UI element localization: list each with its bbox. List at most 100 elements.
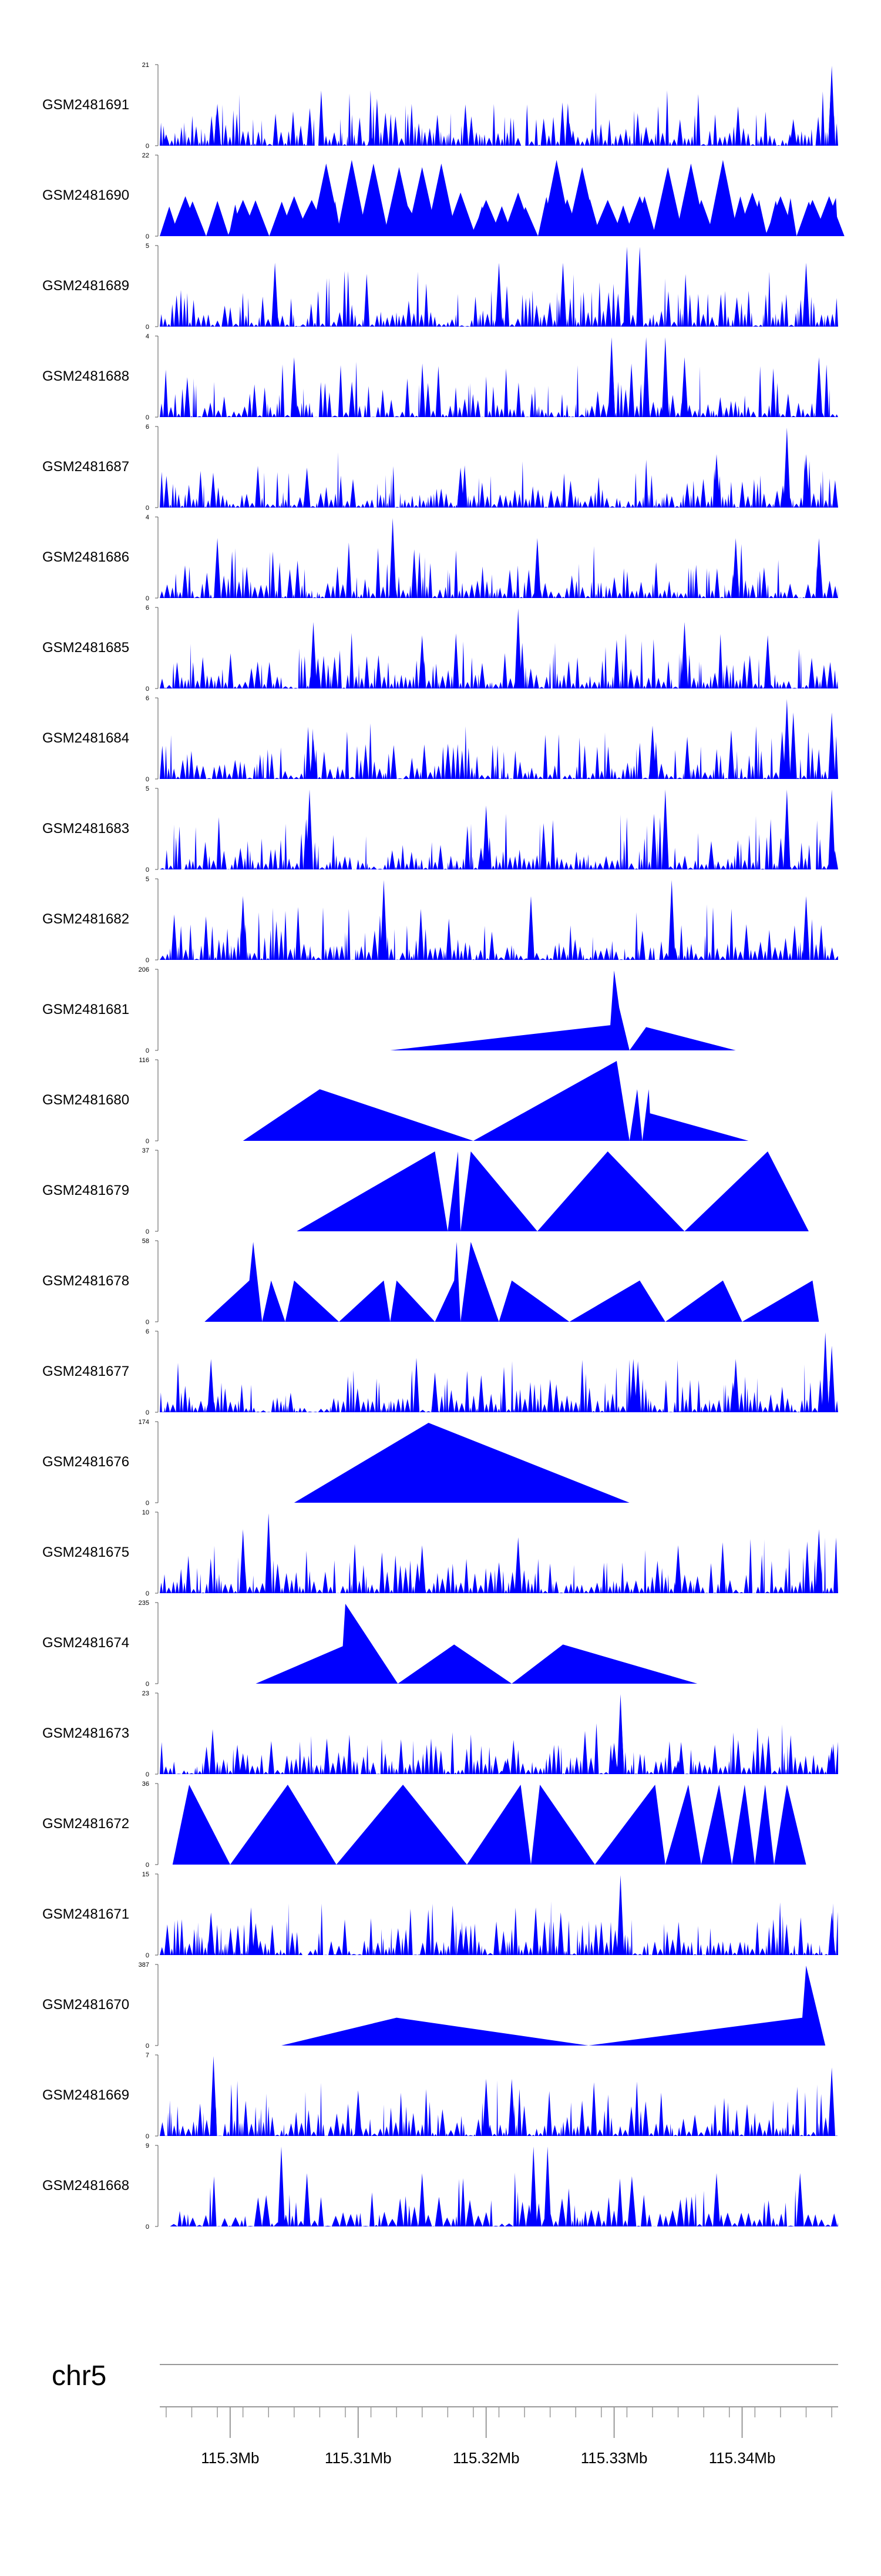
- coverage-peak: [713, 2173, 720, 2226]
- coverage-peak: [214, 103, 221, 146]
- track-y-min-label: 0: [146, 776, 149, 783]
- track-y-min-label: 0: [146, 1500, 149, 1507]
- coverage-peak: [649, 726, 656, 779]
- track-y-min-label: 0: [146, 1319, 149, 1326]
- track-y-max-label: 10: [142, 1509, 149, 1516]
- coverage-peak: [623, 247, 631, 327]
- track-y-max-label: 6: [146, 424, 149, 431]
- track-y-max-label: 206: [139, 966, 149, 973]
- coverage-peak: [515, 1537, 522, 1593]
- track-name: GSM2481678: [42, 1273, 129, 1289]
- coverage-peak: [418, 2173, 426, 2226]
- coverage-area: [160, 1537, 838, 1593]
- coverage-peak: [610, 1742, 618, 1774]
- track-name: GSM2481676: [42, 1454, 129, 1470]
- coverage-peak: [617, 1694, 624, 1774]
- coverage-peak: [426, 163, 457, 236]
- coverage-peak: [802, 263, 810, 327]
- coverage-peak: [271, 263, 279, 327]
- track-name: GSM2481691: [42, 97, 129, 113]
- coverage-area: [160, 361, 838, 417]
- coverage-area: [160, 2080, 838, 2136]
- coverage-peak: [828, 790, 836, 869]
- coverage-peak: [636, 247, 644, 327]
- track-y-min-label: 0: [146, 2043, 149, 2050]
- track-y-max-label: 6: [146, 1328, 149, 1335]
- track-y-max-label: 37: [142, 1147, 149, 1154]
- coverage-peak: [541, 160, 572, 236]
- coverage-peak: [567, 167, 598, 236]
- track-y-min-label: 0: [146, 595, 149, 602]
- track-name: GSM2481677: [42, 1363, 129, 1379]
- coverage-peak: [624, 196, 655, 236]
- coverage-peak: [354, 2090, 362, 2136]
- coverage-peak: [713, 454, 720, 508]
- track-y-max-label: 36: [142, 1781, 149, 1788]
- track-y-max-label: 235: [139, 1600, 149, 1607]
- track-y-min-label: 0: [146, 2224, 149, 2231]
- coverage-peak: [239, 1529, 247, 1593]
- coverage-peak: [265, 1513, 273, 1593]
- coverage-peak: [566, 123, 573, 146]
- coverage-peak: [239, 1753, 247, 1774]
- coverage-peak: [278, 2147, 285, 2226]
- coverage-peak: [828, 712, 836, 779]
- coverage-peak: [815, 1529, 823, 1593]
- coverage-peak: [457, 1928, 465, 1955]
- coverage-peak: [482, 2078, 490, 2136]
- axis-tick-label: 115.3Mb: [201, 2449, 259, 2467]
- coverage-peak: [207, 1912, 215, 1955]
- track-name: GSM2481679: [42, 1183, 129, 1198]
- coverage-peak: [661, 337, 669, 417]
- coverage-area: [160, 90, 838, 146]
- axis-tick-label: 115.32Mb: [453, 2449, 520, 2467]
- coverage-peak: [828, 1912, 836, 1955]
- track-y-min-label: 0: [146, 2133, 149, 2140]
- coverage-peak: [239, 896, 247, 960]
- axis-tick-label: 115.34Mb: [709, 2449, 776, 2467]
- track-y-min-label: 0: [146, 866, 149, 874]
- coverage-peak: [470, 200, 502, 236]
- axis-tick-label: 115.31Mb: [325, 2449, 392, 2467]
- coverage-area: [160, 723, 838, 779]
- coverage-area: [390, 970, 736, 1050]
- track-y-min-label: 0: [146, 1862, 149, 1869]
- axis-tick-label: 115.33Mb: [581, 2449, 648, 2467]
- coverage-area: [172, 1785, 806, 1865]
- coverage-peak: [310, 622, 317, 688]
- coverage-peak: [828, 1746, 836, 1774]
- coverage-peak: [643, 126, 650, 146]
- coverage-peak: [815, 538, 823, 598]
- coverage-peak: [828, 2067, 836, 2136]
- coverage-peak: [311, 163, 342, 236]
- track-name: GSM2481686: [42, 549, 129, 565]
- coverage-peak: [389, 518, 396, 598]
- coverage-peak: [367, 134, 375, 146]
- track-name: GSM2481673: [42, 1725, 129, 1741]
- coverage-peak: [290, 357, 298, 417]
- coverage-peak: [418, 1545, 426, 1593]
- coverage-area: [297, 1151, 809, 1231]
- coverage-peak: [503, 192, 534, 236]
- track-y-max-label: 5: [146, 785, 149, 792]
- coverage-peak: [815, 357, 823, 417]
- coverage-peak: [675, 163, 707, 236]
- coverage-peak: [515, 609, 522, 688]
- track-y-max-label: 6: [146, 695, 149, 702]
- track-y-max-label: 4: [146, 333, 149, 340]
- coverage-area: [160, 904, 838, 960]
- track-y-max-label: 4: [146, 514, 149, 521]
- coverage-peak: [828, 1345, 836, 1412]
- track-name: GSM2481669: [42, 2087, 129, 2103]
- coverage-peak: [661, 790, 669, 869]
- coverage-peak: [681, 357, 688, 417]
- coverage-area: [160, 1358, 838, 1412]
- track-name: GSM2481672: [42, 1816, 129, 1832]
- coverage-peak: [732, 1359, 739, 1412]
- track-y-min-label: 0: [146, 686, 149, 693]
- coverage-peak: [681, 622, 688, 688]
- track-y-max-label: 6: [146, 604, 149, 612]
- track-name: GSM2481688: [42, 368, 129, 384]
- coverage-peak: [418, 635, 426, 688]
